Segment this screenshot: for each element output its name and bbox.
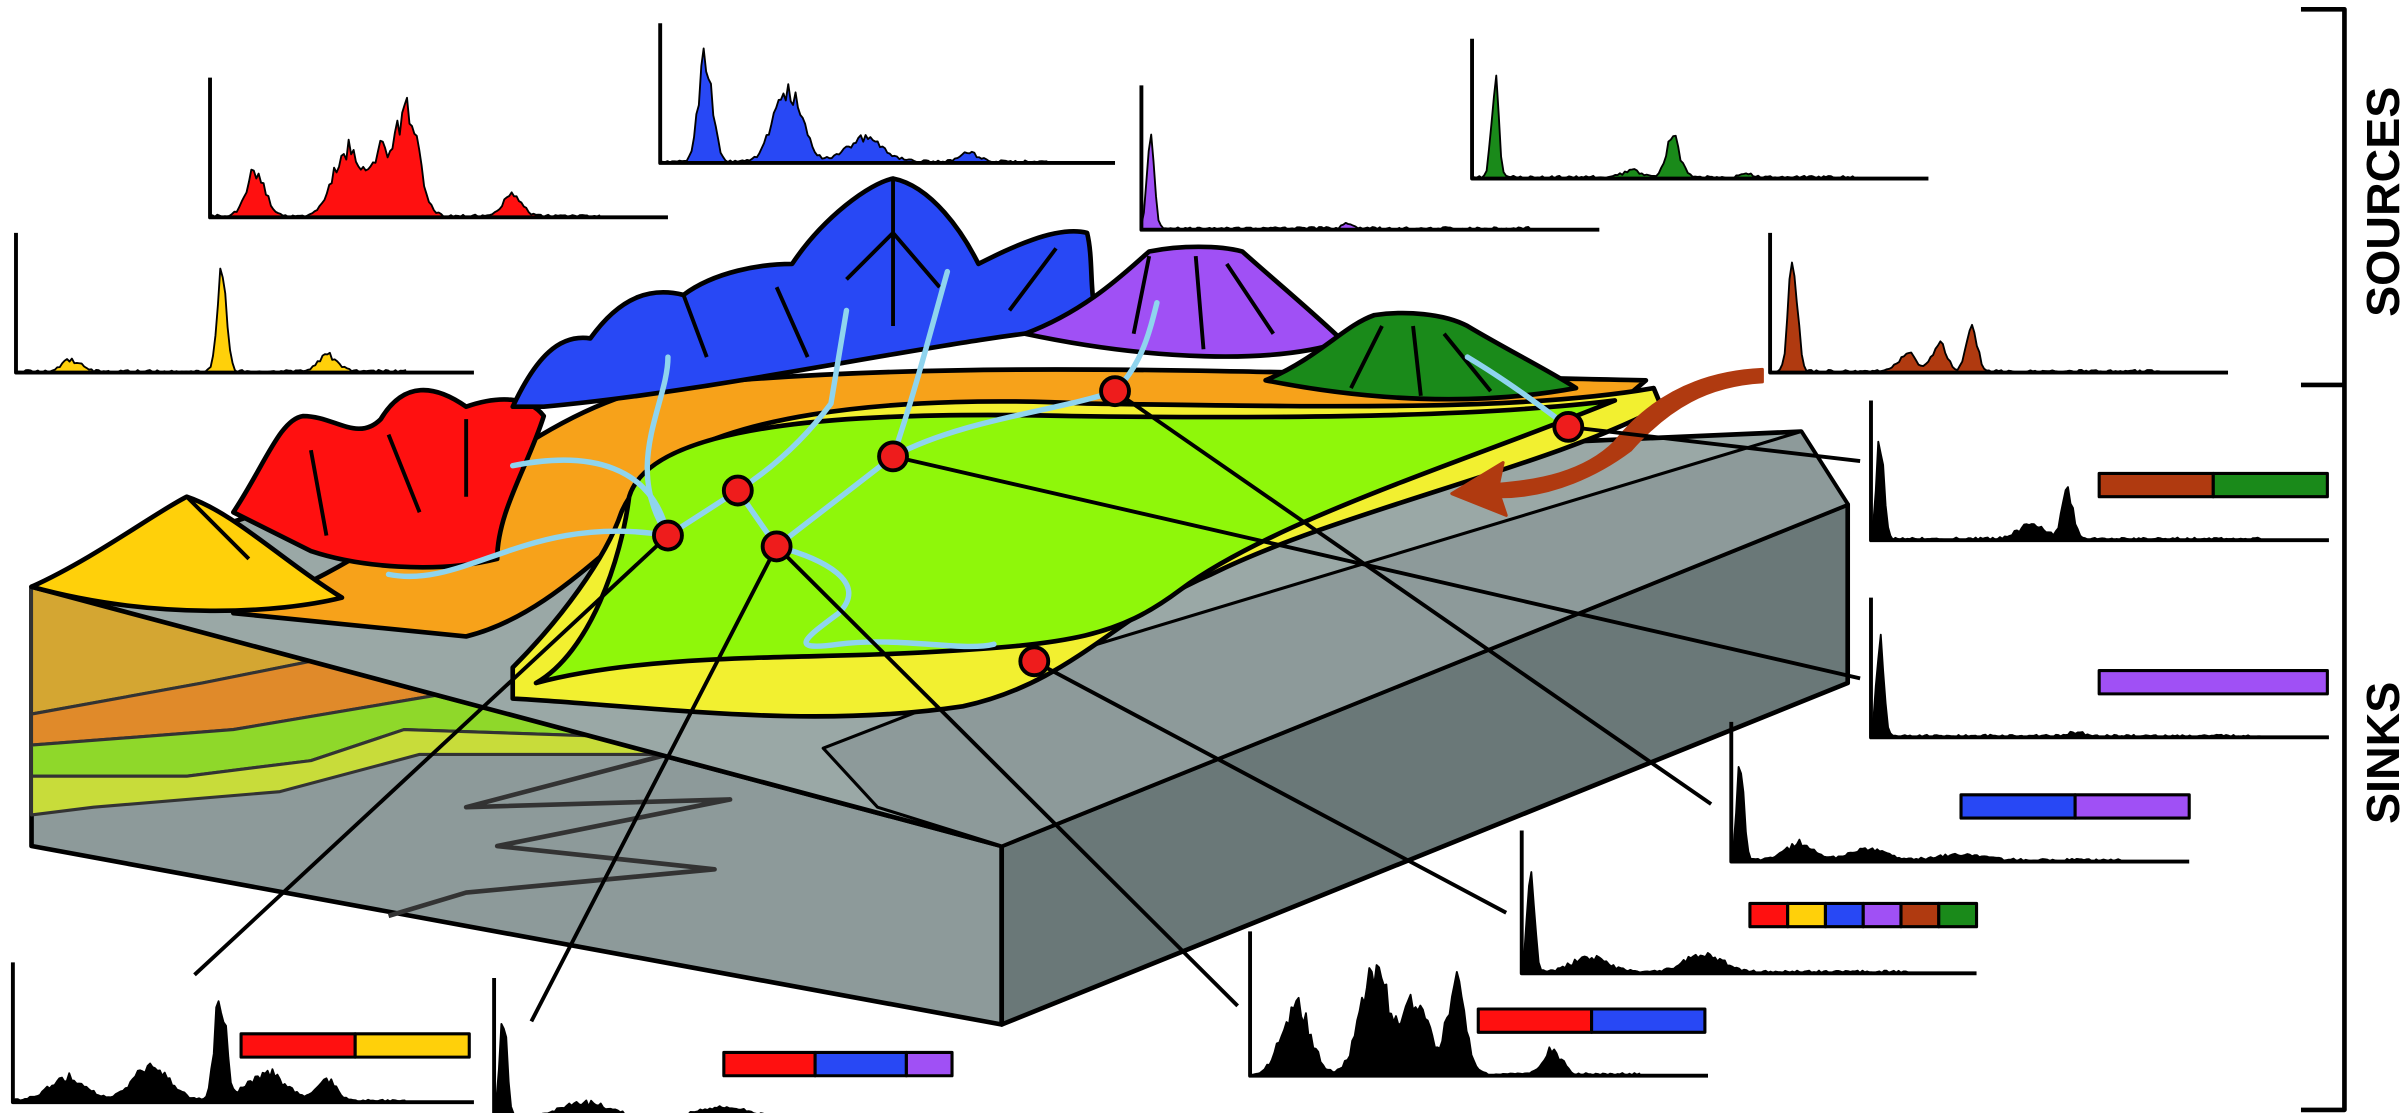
bar-segment [722,1050,817,1078]
spectrum [1769,261,2161,374]
bar-segment [1476,1007,1594,1034]
spectrum-axes [658,23,1116,165]
sample-points [652,375,1585,678]
spectrum-axes [1869,400,2329,543]
spectrum [1520,871,1910,975]
bar-segment [1861,901,1903,929]
rivers [385,268,1572,650]
sources-label: SOURCES [2357,87,2407,317]
bar-segment [2097,471,2215,499]
sediment-arrow [1450,367,1764,517]
bar-segment [1959,793,2077,820]
bar-segment [2073,793,2191,820]
spectrum [15,267,407,374]
bar-segment [2211,471,2329,499]
plain [533,398,1618,686]
sinks-label: SINKS [2357,682,2407,824]
bar-segment [1748,901,1790,929]
spectrum-axes [208,77,668,220]
spectrum [11,1000,406,1104]
ridge-lines [185,178,1493,561]
spectrum [1471,74,1861,180]
spectrum-axes [1869,597,2329,740]
bar-segment [1590,1007,1707,1034]
spectrum-axes [1139,85,1600,232]
spectrum [493,1022,764,1113]
bar-segment [1823,901,1865,929]
spectrum-axes [492,977,497,1113]
spectrum-axes [1768,232,2229,375]
spectrum [1249,964,1641,1077]
bar-segment [1786,901,1828,929]
age-spectra [10,23,2329,1113]
bar-segment [813,1050,908,1078]
spectrum [209,96,601,219]
volcano-purple [1022,244,1346,359]
bar-segment [2097,669,2329,696]
spectrum-axes [1248,931,1708,1078]
layer-zigzag [387,752,733,919]
spectrum-axes [1519,830,1977,976]
bar-segment [904,1050,954,1078]
provenance-bars [239,471,2329,1078]
spectrum-axes [1729,721,2190,864]
bracket [2300,6,2347,1113]
spectrum [659,47,1048,164]
spectrum-axes [10,962,474,1105]
spectrum-axes [1470,38,1929,181]
mountain-blue [510,176,1105,410]
spectrum-axes [14,232,474,375]
bar-segment [1899,901,1941,929]
bar-segment [239,1032,357,1059]
mountain-yellow [29,494,345,614]
bar-segment [1937,901,1979,929]
bar-segment [353,1032,471,1059]
leader-lines [193,389,1861,1023]
